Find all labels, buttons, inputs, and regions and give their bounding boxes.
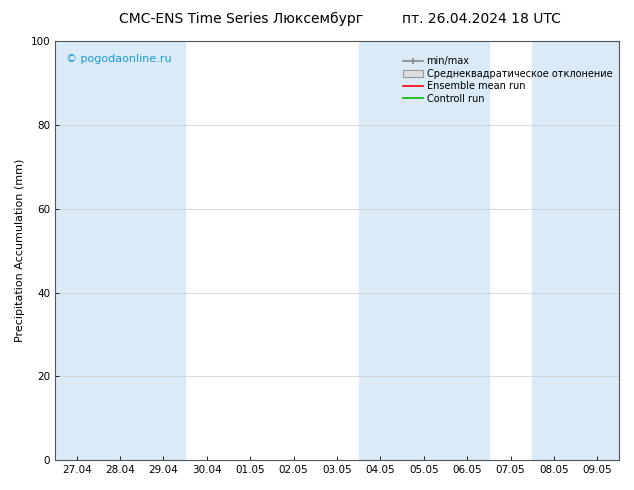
Bar xyxy=(359,41,489,460)
Text: пт. 26.04.2024 18 UTC: пт. 26.04.2024 18 UTC xyxy=(403,12,561,26)
Bar xyxy=(532,41,619,460)
Y-axis label: Precipitation Accumulation (mm): Precipitation Accumulation (mm) xyxy=(15,159,25,343)
Text: © pogodaonline.ru: © pogodaonline.ru xyxy=(67,53,172,64)
Legend: min/max, Среднеквадратическое отклонение, Ensemble mean run, Controll run: min/max, Среднеквадратическое отклонение… xyxy=(401,54,614,105)
Text: CMC-ENS Time Series Люксембург: CMC-ENS Time Series Люксембург xyxy=(119,12,363,26)
Bar xyxy=(55,41,185,460)
